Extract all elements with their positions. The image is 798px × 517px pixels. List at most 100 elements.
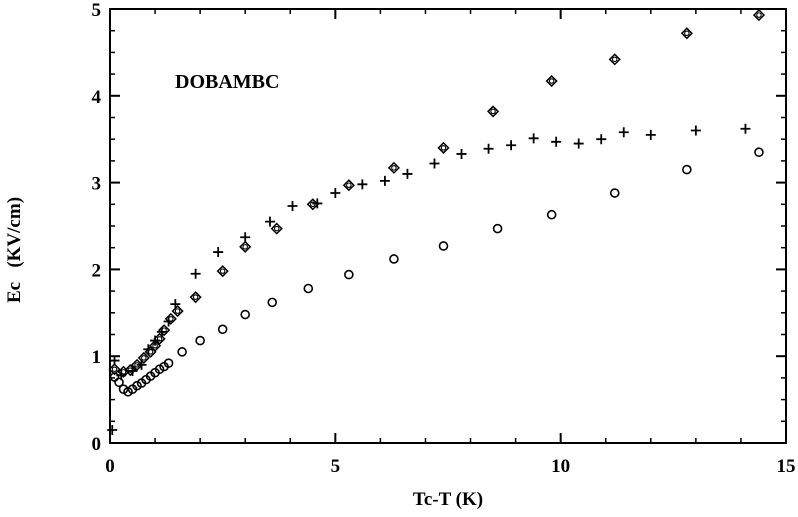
diamond-inner-circle [141, 355, 147, 361]
plus-point [596, 134, 607, 145]
diamond-outline [270, 222, 283, 235]
y-tick-label: 2 [92, 260, 102, 281]
diamond-point [239, 240, 252, 253]
diamond-outline [752, 9, 766, 22]
diamond-outline [137, 351, 150, 364]
y-tick-label: 1 [92, 347, 102, 368]
diamond-point [216, 265, 229, 278]
plus-point [143, 344, 154, 355]
diamond-inner-circle [684, 30, 690, 37]
plus-point [213, 247, 224, 258]
diamond-outline [171, 305, 184, 318]
circle-point [754, 147, 764, 158]
plus-point [402, 168, 413, 179]
circle-point [438, 241, 449, 251]
circle-point [546, 209, 557, 220]
diamond-outline [437, 141, 450, 154]
plus-point [645, 129, 656, 140]
y-tick-label: 3 [92, 174, 102, 195]
diamond-inner-circle [219, 268, 226, 274]
x-tick-labels: 0 5 10 15 [105, 456, 795, 477]
diamond-inner-circle [490, 108, 496, 115]
diamond-outline [130, 358, 144, 371]
diamond-inner-circle [242, 244, 248, 250]
diamond-outline [680, 27, 693, 40]
plus-point [287, 201, 298, 212]
x-tick-label: 5 [331, 456, 341, 477]
plus-point [150, 335, 161, 346]
circle-point [609, 188, 620, 198]
circle-point [492, 223, 503, 234]
diamond-outline [342, 179, 355, 192]
diamond-inner-circle [192, 294, 199, 300]
diamond-outline [239, 240, 252, 253]
circle-point [389, 254, 399, 264]
plus-point [240, 232, 251, 243]
x-tick-label: 10 [551, 456, 570, 477]
diamond-outline [545, 74, 558, 88]
plus-point [170, 299, 181, 310]
diamond-point [158, 324, 171, 337]
plus-point [690, 125, 701, 136]
plus-point [429, 158, 440, 169]
circle-point [267, 297, 278, 308]
diamond-outline [487, 105, 500, 118]
y-axis-title: Ec (KV/cm) [4, 197, 25, 303]
diamond-inner-circle [440, 145, 447, 151]
plus-point [528, 133, 539, 144]
diamond-outline [124, 364, 137, 377]
diamond-point [387, 161, 400, 174]
data-marks [107, 9, 766, 435]
plus-point [483, 143, 494, 154]
plus-point [136, 359, 147, 370]
plus-point [506, 140, 517, 151]
plus-point [127, 365, 138, 376]
diamond-outline [149, 339, 162, 352]
circle-point [303, 283, 314, 294]
diamond-outline [216, 265, 229, 278]
plus-point [264, 216, 275, 227]
diamond-outline [117, 365, 130, 378]
plus-point [330, 188, 341, 199]
plus-point [573, 138, 584, 149]
diamond-point [487, 105, 500, 118]
diamond-inner-circle [174, 308, 181, 314]
y-tick-label: 5 [92, 0, 102, 21]
plus-point [551, 136, 562, 147]
circle-point [163, 358, 174, 368]
series-circle [109, 147, 764, 397]
diamond-point [171, 305, 184, 318]
diamond-outline [108, 363, 121, 376]
plus-point [156, 326, 167, 337]
plus-point [163, 316, 174, 327]
series-diamond-circle [108, 9, 766, 378]
diamond-point [545, 74, 558, 88]
diamond-point [270, 222, 283, 235]
circle-point [195, 335, 205, 346]
plus-point [312, 198, 323, 209]
y-tick-label: 4 [92, 87, 102, 108]
circle-point [177, 347, 187, 357]
plus-point [379, 175, 390, 186]
diamond-inner-circle [346, 182, 352, 188]
diamond-inner-circle [611, 56, 618, 63]
diamond-inner-circle [391, 165, 397, 171]
plus-point [109, 355, 120, 366]
series-plus [107, 123, 751, 435]
diamond-inner-circle [548, 78, 555, 84]
circle-point [682, 164, 692, 175]
diamond-point [108, 363, 121, 376]
diamond-point [189, 291, 202, 304]
plus-point [107, 424, 118, 435]
diamond-outline [387, 161, 400, 174]
diamond-point [608, 53, 621, 66]
circle-point [240, 309, 250, 320]
x-tick-label: 0 [105, 456, 115, 477]
diamond-point [137, 351, 150, 364]
diamond-outline [189, 291, 202, 304]
diamond-point [752, 9, 766, 22]
plus-point [456, 148, 467, 159]
plus-point [618, 127, 629, 138]
diamond-point [342, 179, 355, 192]
